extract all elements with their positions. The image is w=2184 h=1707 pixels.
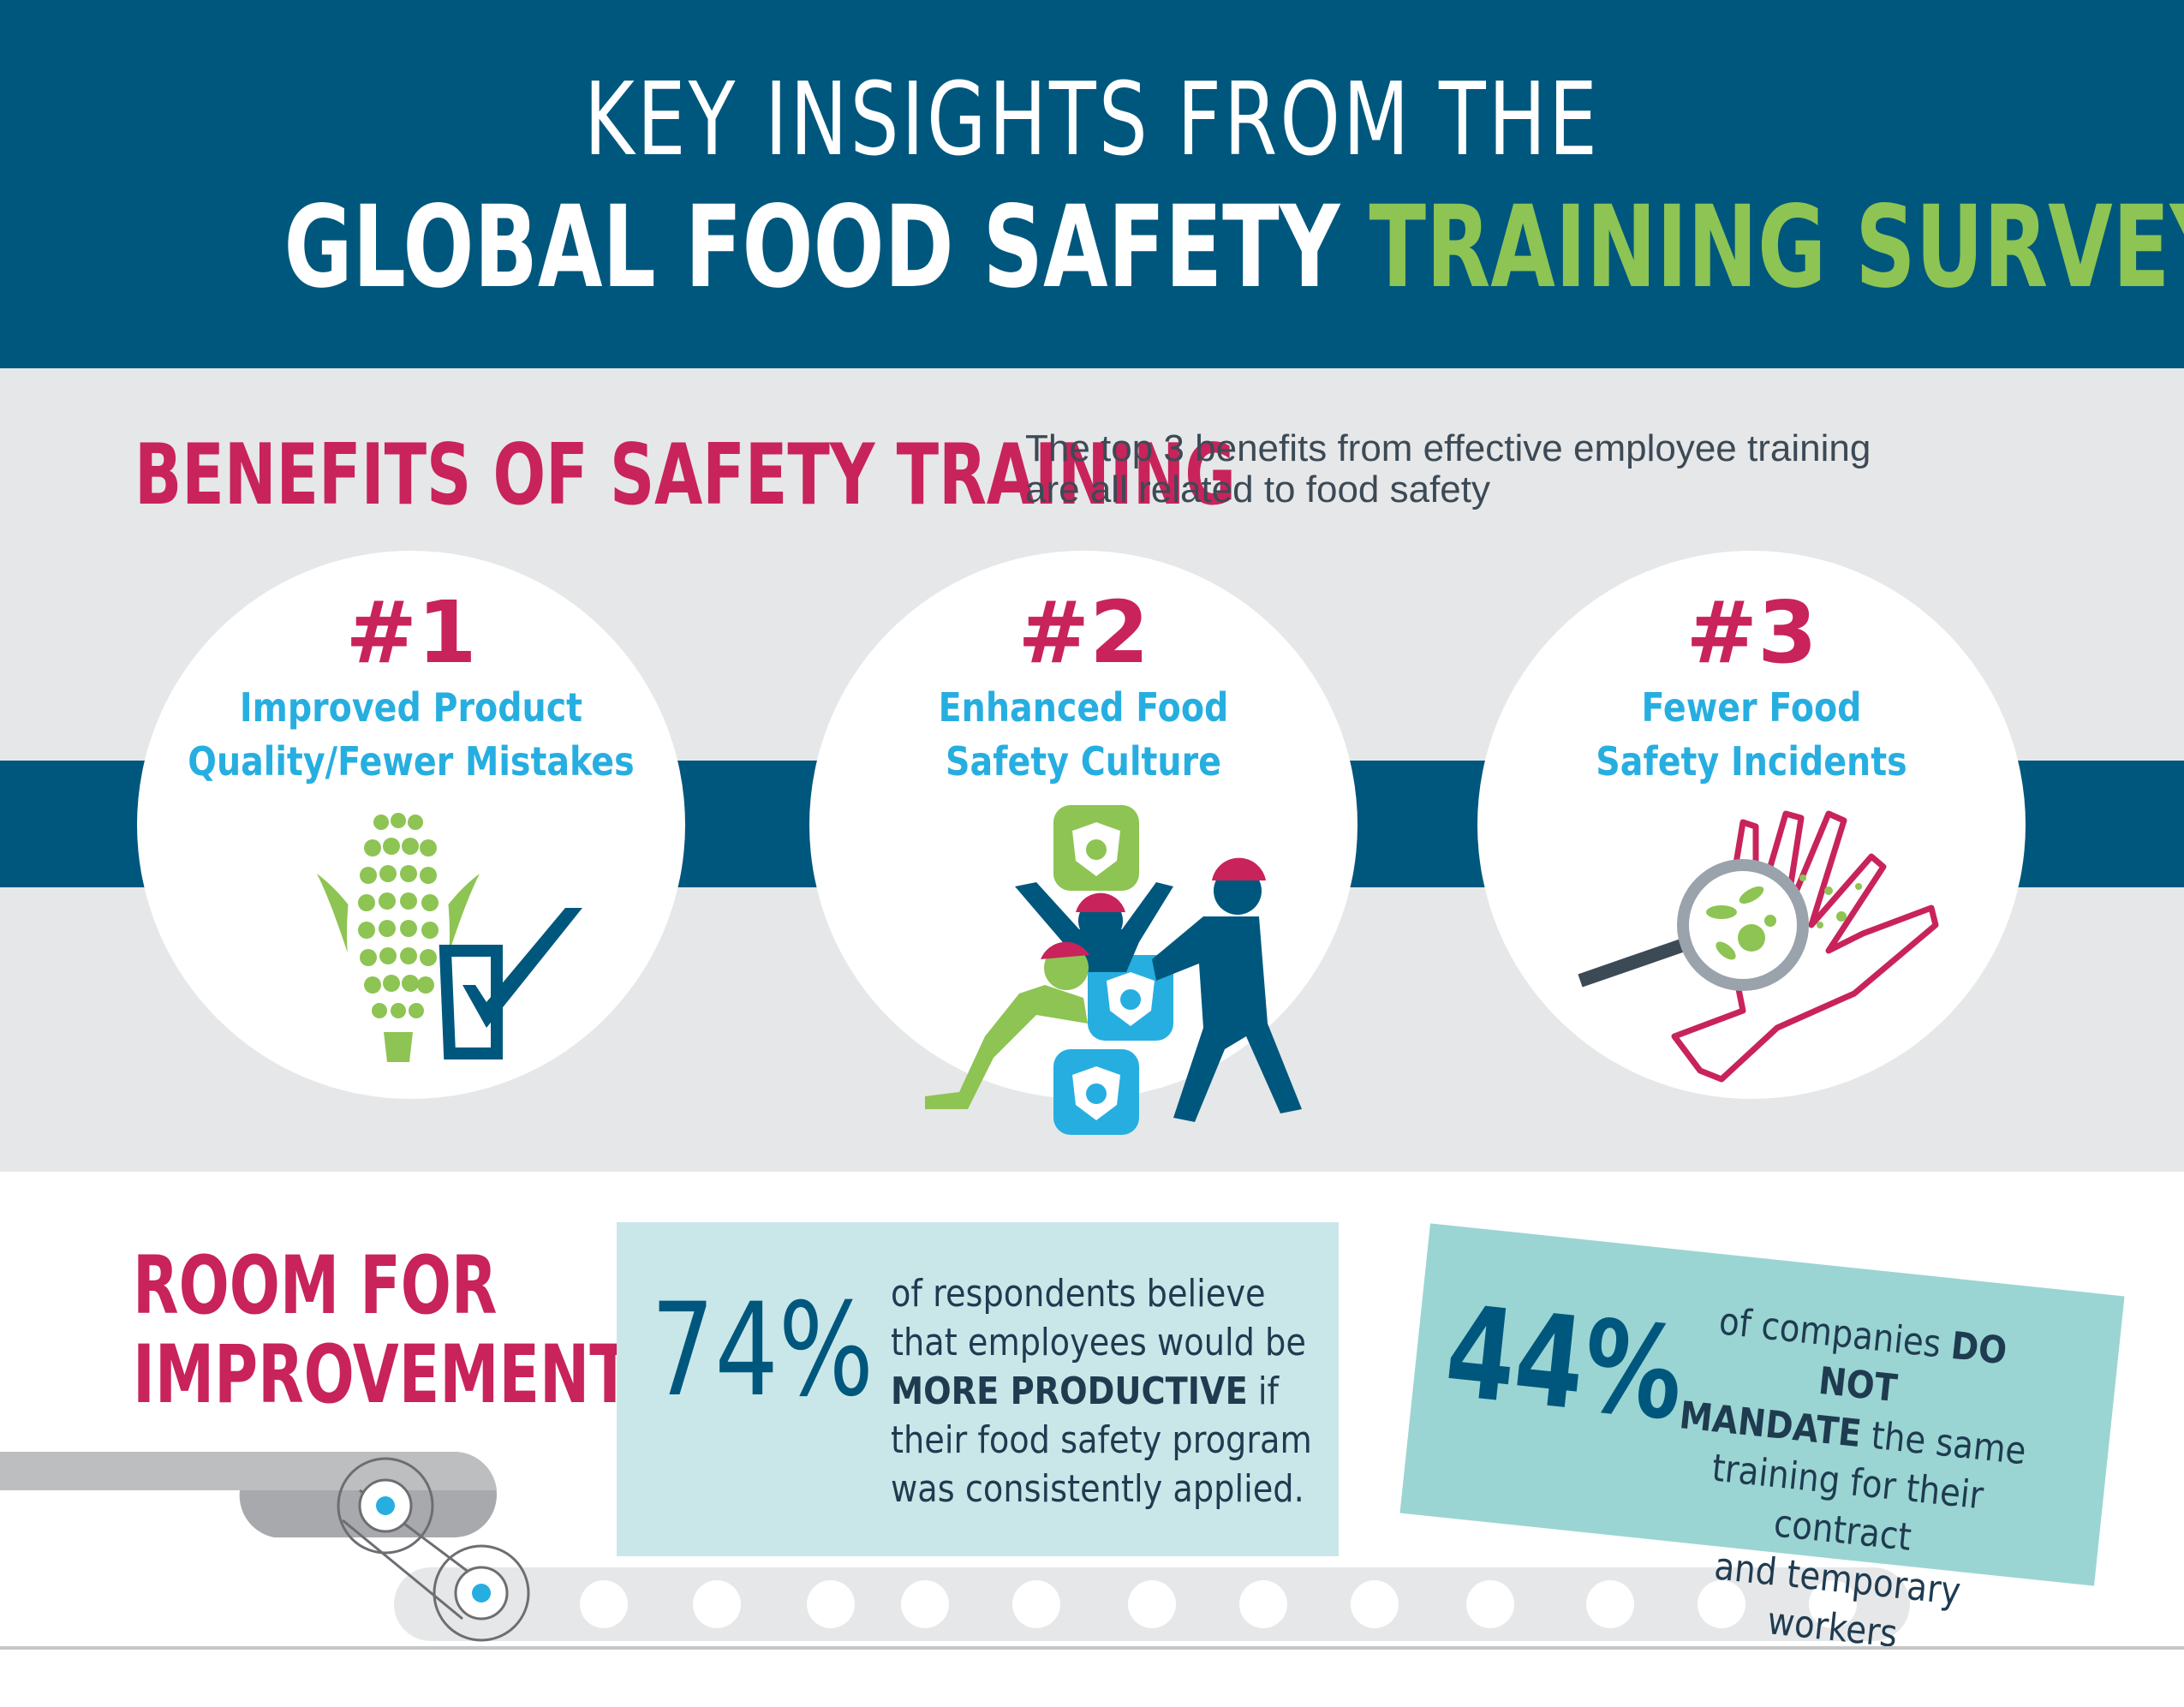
stat-74-line-3: MORE PRODUCTIVE if — [891, 1367, 1338, 1416]
benefit-rank-3: #3 — [1686, 582, 1817, 683]
benefit-text-3-line-1: Fewer Food — [1641, 684, 1862, 731]
stat-box-productivity — [617, 1222, 1339, 1556]
benefits-subtitle-line-2: are all related to food safety — [1025, 469, 1490, 510]
benefit-text-3: Fewer Food Safety Incidents — [1516, 681, 1987, 789]
improvement-heading-line-2: IMPROVEMENT — [133, 1328, 630, 1422]
stat-74-text: of respondents believe that employees wo… — [891, 1269, 1338, 1513]
stat-74-value: 74% — [651, 1276, 874, 1425]
workers-stacking-blocks-icon — [925, 805, 1302, 1135]
benefits-subtitle: The top 3 benefits from effective employ… — [1025, 428, 2053, 510]
benefit-text-1-line-2: Quality/Fewer Mistakes — [188, 738, 635, 785]
benefit-text-2-line-2: Safety Culture — [946, 738, 1221, 785]
benefit-text-3-line-2: Safety Incidents — [1596, 738, 1907, 785]
benefit-text-2: Enhanced Food Safety Culture — [848, 681, 1319, 789]
benefit-rank-1: #1 — [345, 582, 477, 683]
benefits-subtitle-line-1: The top 3 benefits from effective employ… — [1025, 427, 1871, 469]
benefit-rank-2: #2 — [1017, 582, 1149, 683]
stat-74-line-2: that employees would be — [891, 1321, 1306, 1364]
title-green-part: TRAINING SURVEY — [1369, 182, 2184, 313]
title-line-2: GLOBAL FOOD SAFETY TRAINING SURVEY — [283, 182, 2184, 313]
stat-74-emphasis: MORE PRODUCTIVE — [891, 1370, 1248, 1413]
magnifier-bacteria-hand-icon — [1578, 810, 1939, 1083]
stat-74-line-4: their food safety program — [891, 1418, 1312, 1462]
stat-44-line-1-start: of companies — [1716, 1299, 1954, 1368]
stat-74-line-3-rest: if — [1247, 1370, 1280, 1413]
stat-74-line-1: of respondents believe — [891, 1272, 1266, 1316]
title-line-1: KEY INSIGHTS FROM THE — [584, 60, 1600, 178]
bottom-divider — [0, 1646, 2184, 1650]
title-white-part: GLOBAL FOOD SAFETY — [283, 182, 1340, 313]
header-banner — [0, 0, 2184, 368]
conveyor-belt-illustration — [0, 1451, 1910, 1642]
improvement-heading: ROOM FOR IMPROVEMENT — [133, 1242, 630, 1420]
benefit-text-2-line-1: Enhanced Food — [938, 684, 1229, 731]
stat-74-line-5: was consistently applied. — [891, 1467, 1304, 1511]
benefit-text-1-line-1: Improved Product — [239, 684, 583, 731]
improvement-heading-line-1: ROOM FOR — [133, 1239, 498, 1333]
corn-checkmark-icon — [317, 805, 582, 1062]
benefits-heading: BENEFITS OF SAFETY TRAINING — [134, 427, 1236, 524]
stat-44-value: 44% — [1439, 1277, 1691, 1449]
benefit-text-1: Improved Product Quality/Fewer Mistakes — [176, 681, 647, 789]
stat-44-text: of companies DO NOT MANDATE the same tra… — [1650, 1293, 2045, 1671]
